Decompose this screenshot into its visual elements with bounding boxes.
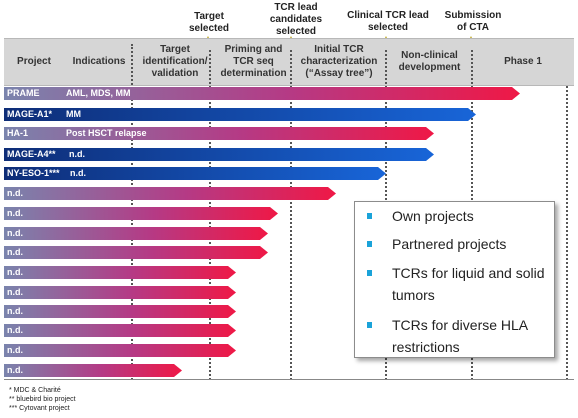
- header-phase-initial-tcr: Initial TCR characterization (“Assay tre…: [300, 44, 378, 79]
- legend-label: Own projects: [392, 208, 474, 224]
- project-indication: Post HSCT relapse: [66, 128, 147, 138]
- legend-label: Partnered projects: [392, 236, 507, 252]
- phase-divider: [290, 50, 292, 380]
- project-name: n.d.: [7, 287, 23, 297]
- bullet-icon: [367, 213, 372, 219]
- milestone-tcr-lead-candidates: TCR lead candidates selected: [269, 2, 323, 37]
- footnote: *** Cytovant project: [9, 405, 70, 412]
- phase-header: Project Indications Target identificatio…: [4, 38, 574, 86]
- project-bar: n.d.: [4, 227, 268, 240]
- project-indication: MM: [66, 109, 81, 119]
- project-bar: n.d.: [4, 187, 336, 200]
- project-bar: NY-ESO-1*** n.d.: [4, 167, 386, 180]
- project-indication: AML, MDS, MM: [66, 88, 131, 98]
- footnote: * MDC & Charité: [9, 387, 61, 394]
- project-name: n.d.: [7, 365, 23, 375]
- project-name: MAGE-A1*: [7, 109, 53, 119]
- project-bar: HA-1 Post HSCT relapse: [4, 127, 434, 140]
- header-phase-priming: Priming and TCR seq determination: [220, 44, 287, 79]
- bullet-icon: [367, 322, 372, 328]
- project-bar: PRAME AML, MDS, MM: [4, 87, 520, 100]
- milestone-clinical-tcr-lead: Clinical TCR lead selected: [347, 10, 429, 33]
- milestone-target-selected: Target selected: [188, 11, 230, 34]
- legend-label: TCRs for diverse HLA restrictions: [392, 317, 528, 355]
- footnote: ** bluebird bio project: [9, 396, 76, 403]
- project-bar: MAGE-A1* MM: [4, 108, 476, 121]
- header-phase-target-identification: Target identification/ validation: [142, 44, 208, 79]
- project-bar: n.d.: [4, 266, 236, 279]
- header-phase-non-clinical: Non-clinical development: [398, 50, 461, 73]
- project-bar: n.d.: [4, 246, 268, 259]
- header-project: Project: [17, 56, 51, 67]
- project-name: n.d.: [7, 345, 23, 355]
- header-indications: Indications: [72, 56, 126, 67]
- project-bar: MAGE-A4** n.d.: [4, 148, 434, 161]
- legend-label: TCRs for liquid and solid tumors: [392, 265, 545, 303]
- bottom-divider: [4, 379, 574, 380]
- project-bar: n.d.: [4, 286, 236, 299]
- project-indication: n.d.: [69, 149, 85, 159]
- project-name: PRAME: [7, 88, 40, 98]
- project-name: n.d.: [7, 208, 23, 218]
- phase-divider: [566, 86, 568, 380]
- project-name: n.d.: [7, 306, 23, 316]
- project-bar: n.d.: [4, 207, 278, 220]
- project-bar: n.d.: [4, 305, 236, 318]
- bullet-icon: [367, 270, 372, 276]
- project-name: n.d.: [7, 325, 23, 335]
- legend-box: Own projects Partnered projects TCRs for…: [354, 201, 555, 358]
- project-bar: n.d.: [4, 344, 236, 357]
- project-indication: n.d.: [70, 168, 86, 178]
- milestone-submission-cta: Submission of CTA: [444, 10, 502, 33]
- project-bar: n.d.: [4, 324, 236, 337]
- project-name: n.d.: [7, 267, 23, 277]
- project-name: NY-ESO-1***: [7, 168, 60, 178]
- project-name: MAGE-A4**: [7, 149, 56, 159]
- project-name: n.d.: [7, 228, 23, 238]
- project-name: n.d.: [7, 247, 23, 257]
- bullet-icon: [367, 241, 372, 247]
- project-bar: n.d.: [4, 364, 182, 377]
- header-phase-1: Phase 1: [504, 56, 542, 67]
- project-name: HA-1: [7, 128, 29, 138]
- project-name: n.d.: [7, 188, 23, 198]
